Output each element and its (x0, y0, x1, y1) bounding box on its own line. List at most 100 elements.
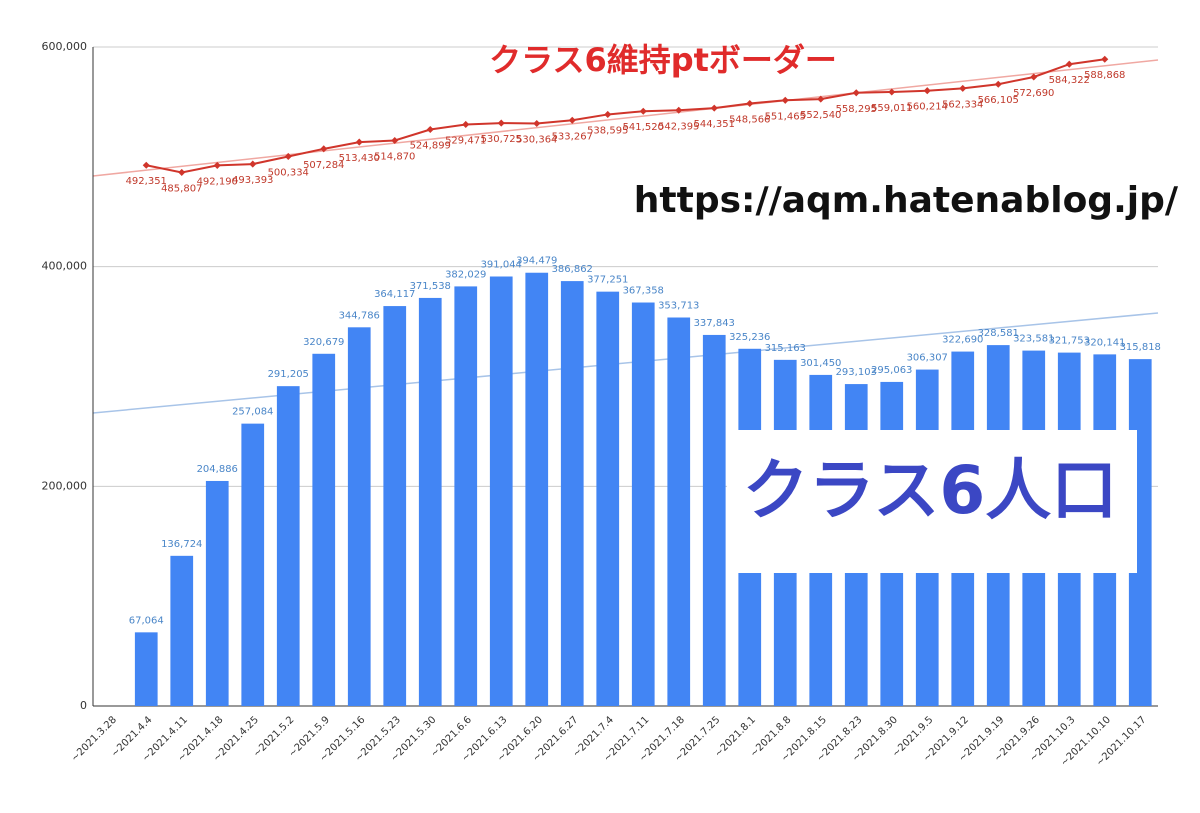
line-value-label: 551,465 (765, 111, 806, 122)
bar (312, 353, 336, 706)
line-point (923, 87, 931, 95)
bar-series-label: クラス6人口 (743, 452, 1118, 529)
bar-value-label: 291,205 (268, 369, 309, 380)
line-point (994, 80, 1002, 88)
line-value-label: 500,334 (268, 167, 309, 178)
line-value-label: 530,725 (481, 134, 522, 145)
line-point (284, 152, 292, 161)
line-point (710, 104, 718, 112)
y-tick-label: 200,000 (42, 479, 88, 492)
line-point (568, 116, 576, 124)
line-value-label: 514,870 (374, 152, 415, 163)
bar-value-label: 315,818 (1120, 342, 1161, 353)
bar (418, 297, 442, 706)
bar-value-label: 377,251 (587, 275, 628, 286)
bar-value-label: 364,117 (374, 289, 415, 300)
bar (525, 272, 549, 706)
url-annotation: https://aqm.hatenablog.jp/ (634, 180, 1179, 221)
bar-trend-line (92, 312, 1159, 414)
bar (134, 632, 158, 706)
bar (489, 276, 513, 706)
bar (276, 386, 300, 706)
marks: 0200,000400,000600,000~2021.3.28~2021.4.… (42, 40, 1161, 769)
line-point (604, 110, 612, 118)
line-value-label: 572,690 (1013, 88, 1054, 99)
bar-value-label: 323,581 (1013, 334, 1054, 345)
y-tick-label: 0 (80, 699, 87, 712)
line-value-label: 544,351 (694, 119, 735, 130)
bar-value-label: 322,690 (942, 335, 983, 346)
bar (560, 281, 584, 706)
bar-value-label: 320,141 (1084, 337, 1125, 348)
line-value-label: 558,295 (836, 104, 877, 115)
line-value-label: 492,351 (126, 176, 167, 187)
line-value-label: 485,807 (161, 183, 202, 194)
line-point (178, 168, 186, 176)
line-value-label: 513,430 (339, 153, 380, 164)
line-point (1065, 60, 1073, 68)
bar-value-label: 67,064 (129, 615, 164, 626)
bar-value-label: 382,029 (445, 269, 486, 280)
line-value-label: 552,540 (800, 110, 841, 121)
bar-value-label: 394,479 (516, 256, 557, 267)
bar (702, 334, 726, 706)
line-point (888, 88, 896, 96)
line-point (142, 161, 150, 169)
line-point (462, 120, 470, 128)
bar-value-label: 344,786 (339, 310, 380, 321)
line-value-label: 566,105 (978, 95, 1019, 106)
line-point (391, 136, 399, 145)
bar (667, 317, 691, 706)
line-value-label: 559,011 (871, 103, 912, 114)
line-point (852, 89, 860, 97)
line-value-label: 493,393 (232, 175, 273, 186)
line-point (320, 145, 328, 153)
line-point (746, 99, 754, 108)
bar-value-label: 320,679 (303, 337, 344, 348)
line-point (249, 160, 257, 168)
bar-value-label: 353,713 (658, 301, 699, 312)
line-value-label: 538,595 (587, 125, 628, 136)
line-trend-line (92, 59, 1159, 177)
line-value-label: 548,566 (729, 114, 770, 125)
line-point (959, 84, 967, 92)
bar-value-label: 295,063 (871, 365, 912, 376)
line-value-label: 533,267 (552, 131, 593, 142)
label-box (727, 430, 1137, 573)
bar-value-label: 391,044 (481, 260, 522, 271)
line-value-label: 524,899 (410, 140, 451, 151)
line-point (497, 119, 505, 127)
bar (205, 480, 229, 706)
bar-value-label: 293,103 (836, 367, 877, 378)
line-value-label: 542,395 (658, 121, 699, 132)
bar-value-label: 301,450 (800, 358, 841, 369)
line-point (781, 96, 789, 104)
line-value-label: 541,520 (623, 122, 664, 133)
bar-value-label: 371,538 (410, 281, 451, 292)
line-value-label: 584,322 (1049, 75, 1090, 86)
bar-value-label: 321,753 (1049, 336, 1090, 347)
y-tick-label: 600,000 (42, 40, 88, 53)
line-point (817, 95, 825, 103)
line-point (1101, 55, 1109, 63)
bar-value-label: 257,084 (232, 407, 273, 418)
bar (383, 306, 407, 706)
line-value-label: 529,471 (445, 135, 486, 146)
line-point (355, 138, 363, 146)
line-value-label: 507,284 (303, 160, 344, 171)
bar-value-label: 325,236 (729, 332, 770, 343)
bar (596, 291, 620, 706)
line (146, 58, 1105, 174)
line-value-label: 562,334 (942, 99, 983, 110)
line-value-label: 530,364 (516, 134, 557, 145)
bar (241, 423, 265, 706)
line-point (533, 119, 541, 128)
chart-title: クラス6維持ptボーダー (489, 41, 837, 79)
x-tick-label: ~2021.3.28 (69, 714, 119, 764)
y-tick-label: 400,000 (42, 260, 88, 273)
bar-value-label: 136,724 (161, 539, 202, 550)
line-value-label: 588,868 (1084, 70, 1125, 81)
line-value-label: 560,214 (907, 102, 948, 113)
bar-value-label: 306,307 (907, 353, 948, 364)
